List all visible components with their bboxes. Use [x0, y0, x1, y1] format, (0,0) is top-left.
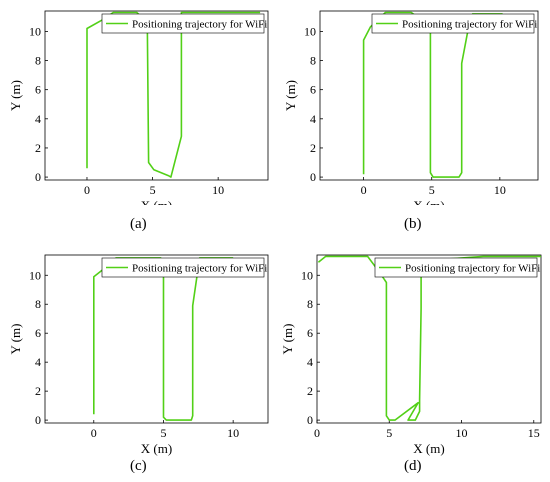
caption-a: (a) [130, 216, 147, 232]
y-tick-label-b-3: 6 [310, 83, 316, 97]
y-tick-label-a-5: 10 [29, 24, 41, 38]
y-tick-label-b-4: 8 [310, 54, 316, 68]
x-tick-label-a-1: 5 [150, 183, 156, 197]
legend-box-a [101, 13, 265, 34]
x-axis-label-a: X (m) [141, 198, 172, 205]
y-axis-label-a: Y (m) [8, 80, 23, 111]
y-tick-label-a-1: 2 [35, 141, 41, 155]
x-tick-label-b-2: 10 [494, 183, 506, 197]
y-axis-label-b: Y (m) [283, 80, 298, 111]
chart-panel-b: 0 5 10 0 2 4 6 8 10 X (m) Y (m) Positioning traject… [283, 10, 539, 205]
caption-c: (c) [130, 458, 147, 474]
y-axis-label-c: Y (m) [8, 324, 23, 355]
y-tick-label-d-2: 4 [307, 355, 313, 369]
legend-label-b: Positioning trajectory for WiFi [402, 19, 537, 31]
y-tick-label-d-3: 6 [307, 326, 313, 340]
legend-box-d [374, 257, 538, 278]
caption-d: (d) [404, 458, 422, 474]
y-tick-label-c-1: 2 [35, 384, 41, 398]
x-axis-label-b: X (m) [413, 198, 444, 205]
x-tick-label-d-0: 0 [314, 426, 320, 440]
plot-frame-d [316, 254, 542, 424]
y-tick-label-c-4: 8 [35, 297, 41, 311]
plot-frame-b [319, 10, 539, 181]
legend-label-a: Positioning trajectory for WiFi [132, 19, 267, 31]
y-tick-label-b-0: 0 [310, 170, 316, 184]
y-tick-label-a-3: 6 [35, 83, 41, 97]
plot-frame-a [44, 10, 269, 181]
y-tick-label-b-2: 4 [310, 112, 316, 126]
chart-panel-d: 0 5 10 15 0 2 4 6 8 10 X (m) Y (m) Positioning traje… [280, 254, 542, 456]
caption-b: (b) [404, 216, 422, 232]
y-tick-label-a-2: 4 [35, 112, 41, 126]
x-tick-label-a-2: 10 [212, 183, 224, 197]
plot-frame-c [44, 254, 269, 424]
legend-box-b [371, 13, 535, 34]
y-tick-label-c-0: 0 [35, 413, 41, 427]
y-tick-label-d-1: 2 [307, 384, 313, 398]
x-tick-label-c-2: 10 [227, 426, 239, 440]
x-axis-label-d: X (m) [413, 441, 444, 456]
chart-panel-a: 0 5 10 0 2 4 6 8 10 X (m) Y (m) Positioning traject… [8, 10, 269, 205]
y-tick-label-b-5: 10 [304, 24, 316, 38]
legend-box-c [101, 257, 265, 278]
x-axis-label-c: X (m) [141, 441, 172, 456]
y-tick-label-d-0: 0 [307, 413, 313, 427]
y-tick-label-b-1: 2 [310, 141, 316, 155]
x-tick-label-d-1: 5 [386, 426, 392, 440]
x-tick-label-a-0: 0 [84, 183, 90, 197]
x-tick-label-c-1: 5 [160, 426, 166, 440]
legend-label-d: Positioning trajectory for WiFi [405, 263, 540, 275]
y-tick-label-c-3: 6 [35, 326, 41, 340]
y-tick-label-d-5: 10 [301, 268, 313, 282]
y-tick-label-a-0: 0 [35, 170, 41, 184]
y-tick-label-c-5: 10 [29, 268, 41, 282]
y-tick-label-d-4: 8 [307, 297, 313, 311]
x-tick-label-d-2: 10 [456, 426, 468, 440]
x-tick-label-c-0: 0 [91, 426, 97, 440]
y-tick-label-c-2: 4 [35, 355, 41, 369]
y-axis-label-d: Y (m) [280, 324, 295, 355]
x-tick-label-d-3: 15 [528, 426, 540, 440]
y-tick-label-a-4: 8 [35, 54, 41, 68]
x-tick-label-b-1: 5 [429, 183, 435, 197]
legend-label-c: Positioning trajectory for WiFi [132, 263, 267, 275]
x-tick-label-b-0: 0 [361, 183, 367, 197]
chart-panel-c: 0 5 10 0 2 4 6 8 10 X (m) Y (m) Positioning traject… [8, 254, 269, 456]
